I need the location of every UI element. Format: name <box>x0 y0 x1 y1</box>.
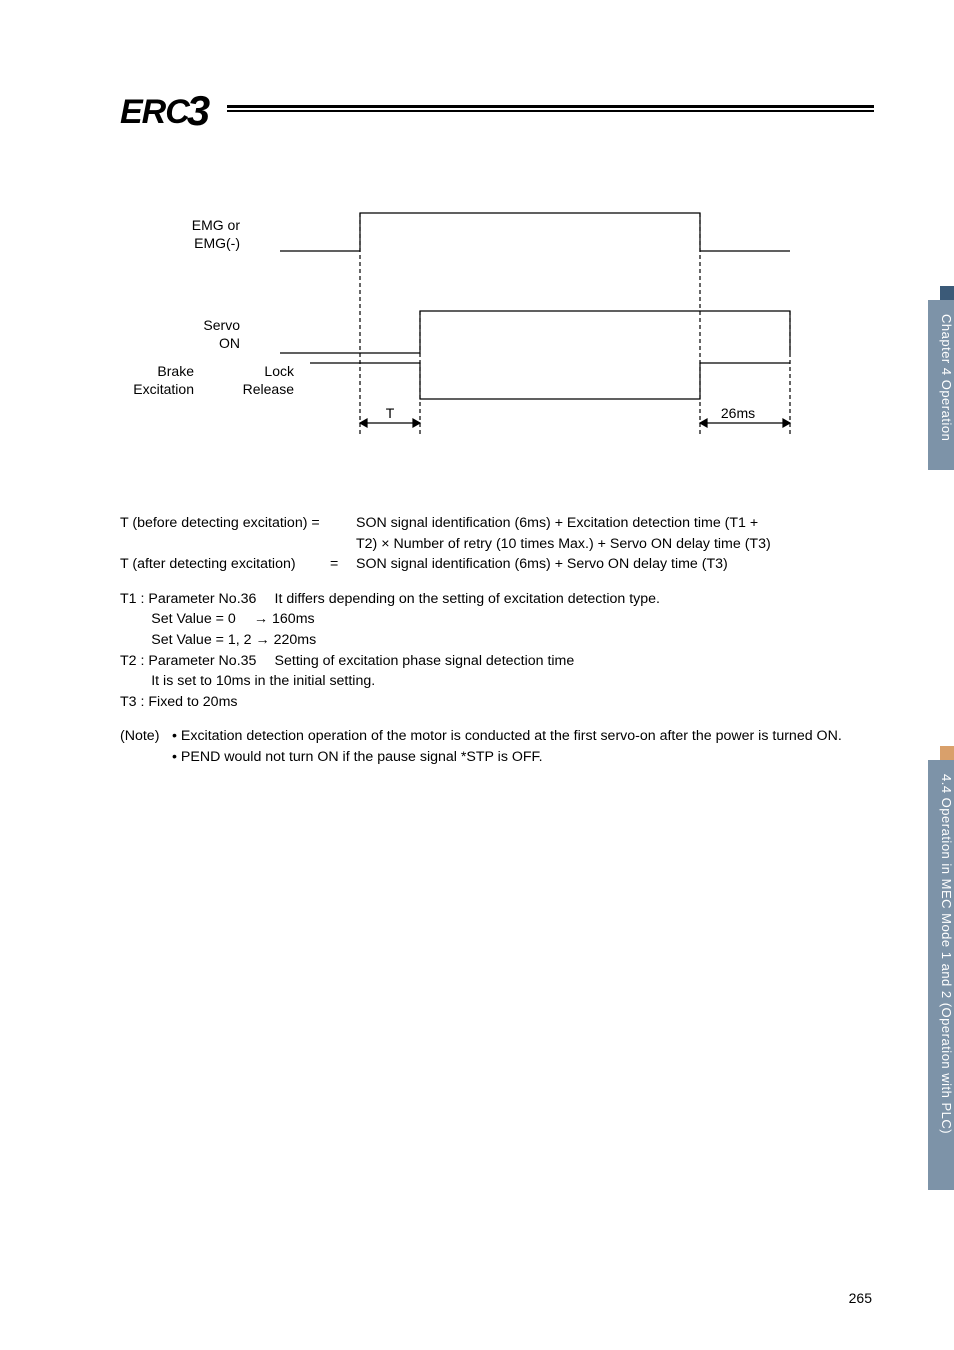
logo-text: ERC <box>120 93 189 132</box>
t-after-eq: = <box>330 554 356 575</box>
logo-suffix: 3 <box>187 87 209 135</box>
side-tab-section: 4.4 Operation in MEC Mode 1 and 2 (Opera… <box>928 760 954 1190</box>
t1-line-b: Set Value = 0 → 160ms <box>120 609 874 630</box>
t-after-line: SON signal identification (6ms) + Servo … <box>356 554 874 575</box>
t-after-label: T (after detecting excitation) <box>120 554 330 575</box>
body-text: T (before detecting excitation) = SON si… <box>120 513 874 768</box>
logo: ERC 3 <box>120 85 209 133</box>
t-before-line1: SON signal identification (6ms) + Excita… <box>356 513 874 534</box>
note-label: (Note) <box>120 726 172 767</box>
note-block: (Note) • Excitation detection operation … <box>120 726 874 767</box>
header-row: ERC 3 <box>120 85 874 133</box>
note-2: • PEND would not turn ON if the pause si… <box>172 747 874 768</box>
t-before-line2: T2) × Number of retry (10 times Max.) + … <box>356 534 874 555</box>
t-before-label: T (before detecting excitation) = <box>120 513 356 554</box>
side-tab-chapter: Chapter 4 Operation <box>928 300 954 470</box>
note-1: • Excitation detection operation of the … <box>172 726 874 747</box>
t2-line-a: T2 : Parameter No.35 Setting of excitati… <box>120 651 874 672</box>
t1-line-a: T1 : Parameter No.36 It differs dependin… <box>120 589 874 610</box>
timing-chart-svg <box>160 193 800 453</box>
page-number: 265 <box>849 1290 872 1306</box>
timing-chart: EMG or EMG(-) Servo ON Brake Excitation … <box>160 193 800 483</box>
t3-line: T3 : Fixed to 20ms <box>120 692 874 713</box>
t2-line-b: It is set to 10ms in the initial setting… <box>120 671 874 692</box>
header-rule <box>227 106 874 112</box>
t1-line-c: Set Value = 1, 2 → 220ms <box>120 630 874 651</box>
